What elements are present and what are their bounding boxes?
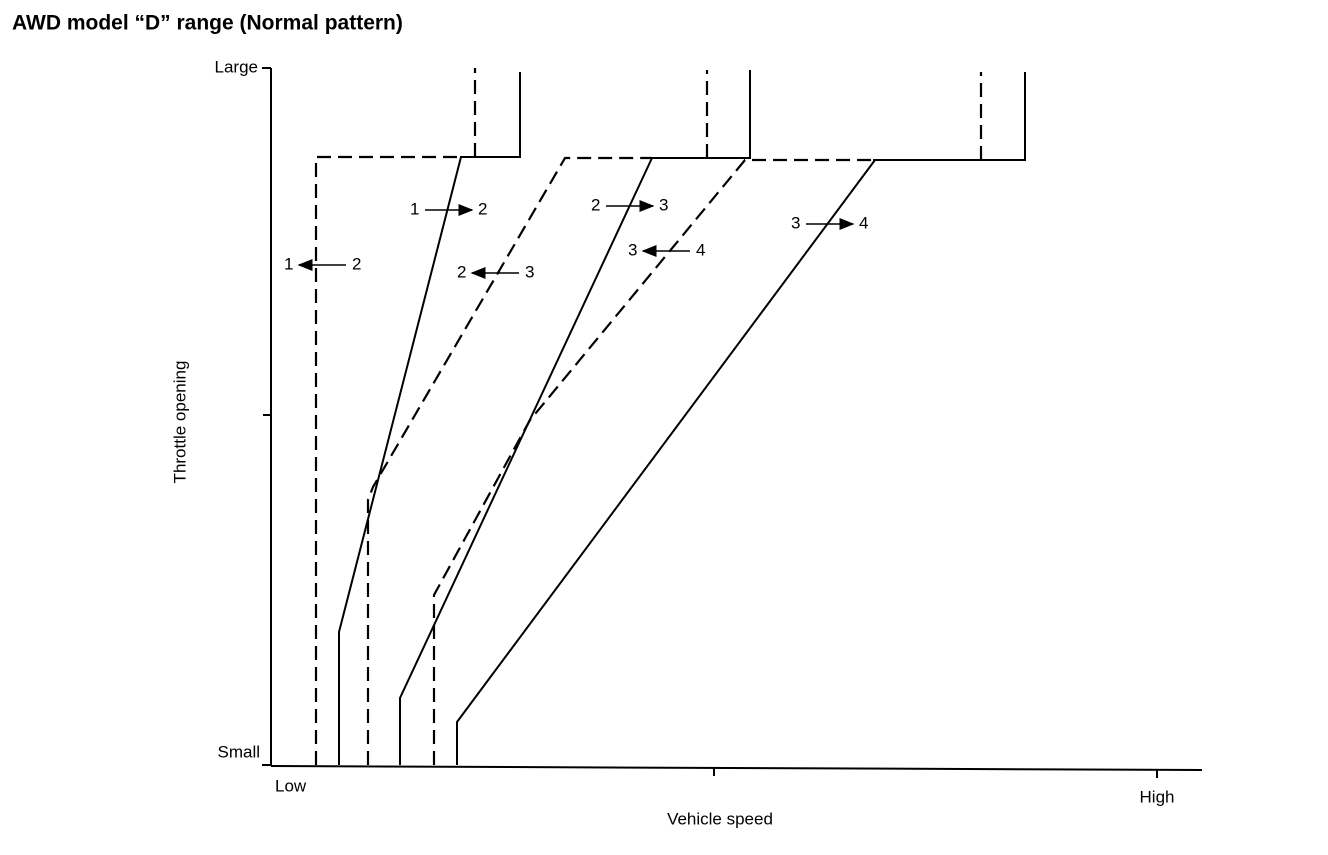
y-tick-label: Small [217, 742, 260, 761]
shift-label-left: 2 [591, 195, 600, 214]
axes [262, 67, 1203, 778]
shift-label-right: 3 [525, 262, 534, 281]
shift-label-left: 1 [410, 199, 419, 218]
title: AWD model “D” range (Normal pattern) [12, 12, 403, 35]
shift-label-right: 2 [478, 199, 487, 218]
shift-label-right: 4 [859, 213, 868, 232]
shift-label-right: 3 [659, 195, 668, 214]
shift-label-right: 4 [696, 240, 705, 259]
shift-label-right: 2 [352, 254, 361, 273]
x-tick-label: Low [275, 776, 307, 795]
shift-labels: 1 2 1 2 2 3 2 3 3 4 3 4 [284, 195, 868, 281]
y-axis-label: Throttle opening [170, 361, 189, 484]
x-axis-label: Vehicle speed [667, 809, 773, 828]
shift-label-left: 1 [284, 254, 293, 273]
y-tick-label: Large [215, 57, 258, 76]
shift-label-left: 3 [628, 240, 637, 259]
shift-label-left: 2 [457, 262, 466, 281]
shift-lines [314, 68, 1026, 765]
x-tick-label: High [1140, 787, 1175, 806]
shift-label-left: 3 [791, 213, 800, 232]
